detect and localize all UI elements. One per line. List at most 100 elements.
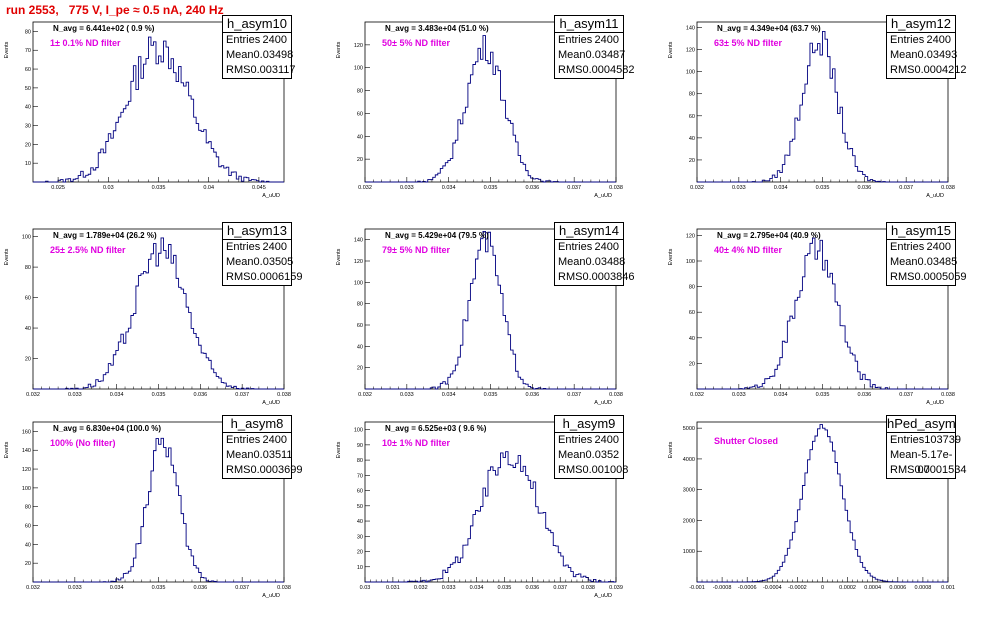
histogram-svg: 0.03 0.031 0.032 0.033 0.034 0.035 0.036 0.037 0… — [336, 421, 623, 599]
x-tick-label: 0.035 — [152, 585, 166, 591]
navg-label: N_avg = 5.429e+04 (79.5 %) — [385, 231, 489, 240]
y-tick-label: 40 — [689, 136, 695, 142]
histogram-panel-h_asym11: 0.032 0.033 0.034 0.035 0.036 0.037 0.038 20 40 6… — [332, 14, 664, 221]
y-tick-label: 20 — [357, 366, 363, 372]
y-tick-label: 10 — [357, 565, 363, 571]
stats-box: h_asym9 Entries 2400 Mean 0.0352 RMS 0.001008 — [554, 415, 628, 479]
x-tick-label: 0.032 — [26, 392, 40, 398]
x-tick-label: 0.036 — [193, 585, 207, 591]
y-tick-label: 120 — [686, 233, 695, 239]
navg-label: N_avg = 2.795e+04 (40.9 %) — [717, 231, 821, 240]
y-tick-label: 160 — [22, 429, 31, 435]
stats-rms-row: RMS 0.001008 — [555, 463, 628, 478]
stats-mean-label: Mean — [226, 256, 254, 268]
y-tick-label: 60 — [25, 296, 31, 302]
histogram-svg: 0.032 0.033 0.034 0.035 0.036 0.037 0.038 20 40 6… — [668, 21, 955, 199]
stats-box: hPed_asym Entries 103739 Mean -5.17e-07 RMS 0.… — [886, 415, 966, 479]
stats-rms-label: RMS — [890, 271, 915, 283]
stats-mean-label: Mean — [890, 449, 918, 461]
y-tick-label: 4000 — [683, 457, 695, 463]
histogram-name: hPed_asym — [887, 416, 956, 433]
stats-rms-row: RMS 0.0004212 — [887, 63, 966, 78]
y-tick-label: 50 — [25, 86, 31, 92]
y-tick-label: 60 — [25, 524, 31, 530]
stats-rms-label: RMS — [226, 271, 251, 283]
x-tick-label: 0.037 — [899, 185, 913, 191]
stats-mean-label: Mean — [558, 449, 586, 461]
histogram-line — [33, 437, 284, 583]
stats-rms-value: 0.0005059 — [914, 271, 967, 283]
stats-box: h_asym10 Entries 2400 Mean 0.03498 RMS 0.00311… — [222, 15, 296, 79]
y-axis-title: Events — [4, 248, 10, 265]
histogram-line — [365, 451, 616, 583]
y-tick-label: 120 — [354, 259, 363, 265]
stats-box: h_asym11 Entries 2400 Mean 0.03487 RMS 0.00045… — [554, 15, 634, 79]
x-tick-label: 0.037 — [553, 585, 567, 591]
x-tick-label: 0.036 — [525, 392, 539, 398]
x-tick-label: 0.034 — [110, 585, 124, 591]
x-tick-label: 0.035 — [152, 185, 166, 191]
y-tick-label: 2000 — [683, 518, 695, 524]
y-tick-label: 3000 — [683, 488, 695, 494]
histogram-panel-h_asym8: 0.032 0.033 0.034 0.035 0.036 0.037 0.038 20 40 6… — [0, 414, 332, 621]
histogram-line — [697, 237, 948, 390]
stats-mean-label: Mean — [226, 49, 254, 61]
histogram-svg: 0.032 0.033 0.034 0.035 0.036 0.037 0.038 20 40 6… — [668, 228, 955, 406]
filter-label: 10± 1% ND filter — [382, 438, 450, 448]
stats-mean-row: Mean 0.03505 — [223, 255, 293, 270]
histogram-svg: 0.032 0.033 0.034 0.035 0.036 0.037 0.038 20 40 6… — [336, 21, 623, 199]
y-tick-label: 30 — [25, 124, 31, 130]
y-tick-label: 20 — [689, 361, 695, 367]
stats-rms-value: 0.001008 — [582, 464, 629, 476]
stats-rms-row: RMS 0.0003846 — [555, 270, 634, 285]
y-tick-label: 140 — [686, 26, 695, 32]
x-tick-label: 0.034 — [774, 392, 788, 398]
stats-mean-value: 0.0352 — [585, 449, 620, 461]
y-tick-label: 20 — [357, 157, 363, 163]
x-tick-label: 0.001 — [941, 585, 955, 591]
stats-mean-label: Mean — [226, 449, 254, 461]
stats-entries-value: 2400 — [262, 241, 287, 253]
stats-mean-label: Mean — [890, 256, 918, 268]
histogram-line — [697, 424, 948, 583]
filter-label: Shutter Closed — [714, 436, 779, 446]
y-tick-label: 100 — [686, 70, 695, 76]
x-tick-label: 0.037 — [235, 585, 249, 591]
stats-mean-value: 0.03485 — [917, 256, 958, 268]
y-tick-label: 20 — [25, 357, 31, 363]
stats-rms-value: 0.0003846 — [582, 271, 635, 283]
stats-rms-value: 0.0004212 — [914, 64, 967, 76]
histogram-name: h_asym13 — [223, 223, 291, 240]
x-axis-title: A_uUD — [262, 593, 280, 599]
x-axis-title: A_uUD — [926, 193, 944, 199]
stats-rms-value: 0.0006159 — [250, 271, 303, 283]
navg-label: N_avg = 1.789e+04 (26.2 %) — [53, 231, 157, 240]
x-tick-label: 0.034 — [774, 185, 788, 191]
y-axis-title: Events — [4, 441, 10, 458]
y-tick-label: 40 — [689, 336, 695, 342]
histogram-svg: 0.032 0.033 0.034 0.035 0.036 0.037 0.038 20 40 6… — [4, 421, 291, 599]
stats-rms-row: RMS 0.003117 — [223, 63, 296, 78]
y-tick-label: 100 — [354, 428, 363, 434]
y-tick-label: 100 — [22, 486, 31, 492]
x-tick-label: -0.0006 — [738, 585, 757, 591]
histogram-name: h_asym11 — [555, 16, 623, 33]
y-tick-label: 140 — [22, 448, 31, 454]
stats-rms-row: RMS 0.0001534 — [887, 463, 966, 478]
x-tick-label: 0.045 — [252, 185, 266, 191]
x-tick-label: 0.036 — [525, 585, 539, 591]
page-title: run 2553, 775 V, I_pe ≈ 0.5 nA, 240 Hz — [6, 3, 224, 17]
y-tick-label: 80 — [689, 285, 695, 291]
x-axis-title: A_uUD — [594, 400, 612, 406]
filter-label: 40± 4% ND filter — [714, 245, 782, 255]
y-axis-title: Events — [4, 41, 10, 58]
x-tick-label: 0.037 — [235, 392, 249, 398]
stats-entries-value: 2400 — [262, 34, 287, 46]
stats-rms-label: RMS — [558, 464, 583, 476]
stats-entries-row: Entries 2400 — [223, 240, 291, 255]
stats-box: h_asym14 Entries 2400 Mean 0.03488 RMS 0.00038… — [554, 222, 634, 286]
stats-entries-row: Entries 2400 — [887, 240, 955, 255]
x-tick-label: 0.035 — [498, 585, 512, 591]
x-tick-label: 0.038 — [941, 185, 955, 191]
x-tick-label: 0.035 — [816, 185, 830, 191]
